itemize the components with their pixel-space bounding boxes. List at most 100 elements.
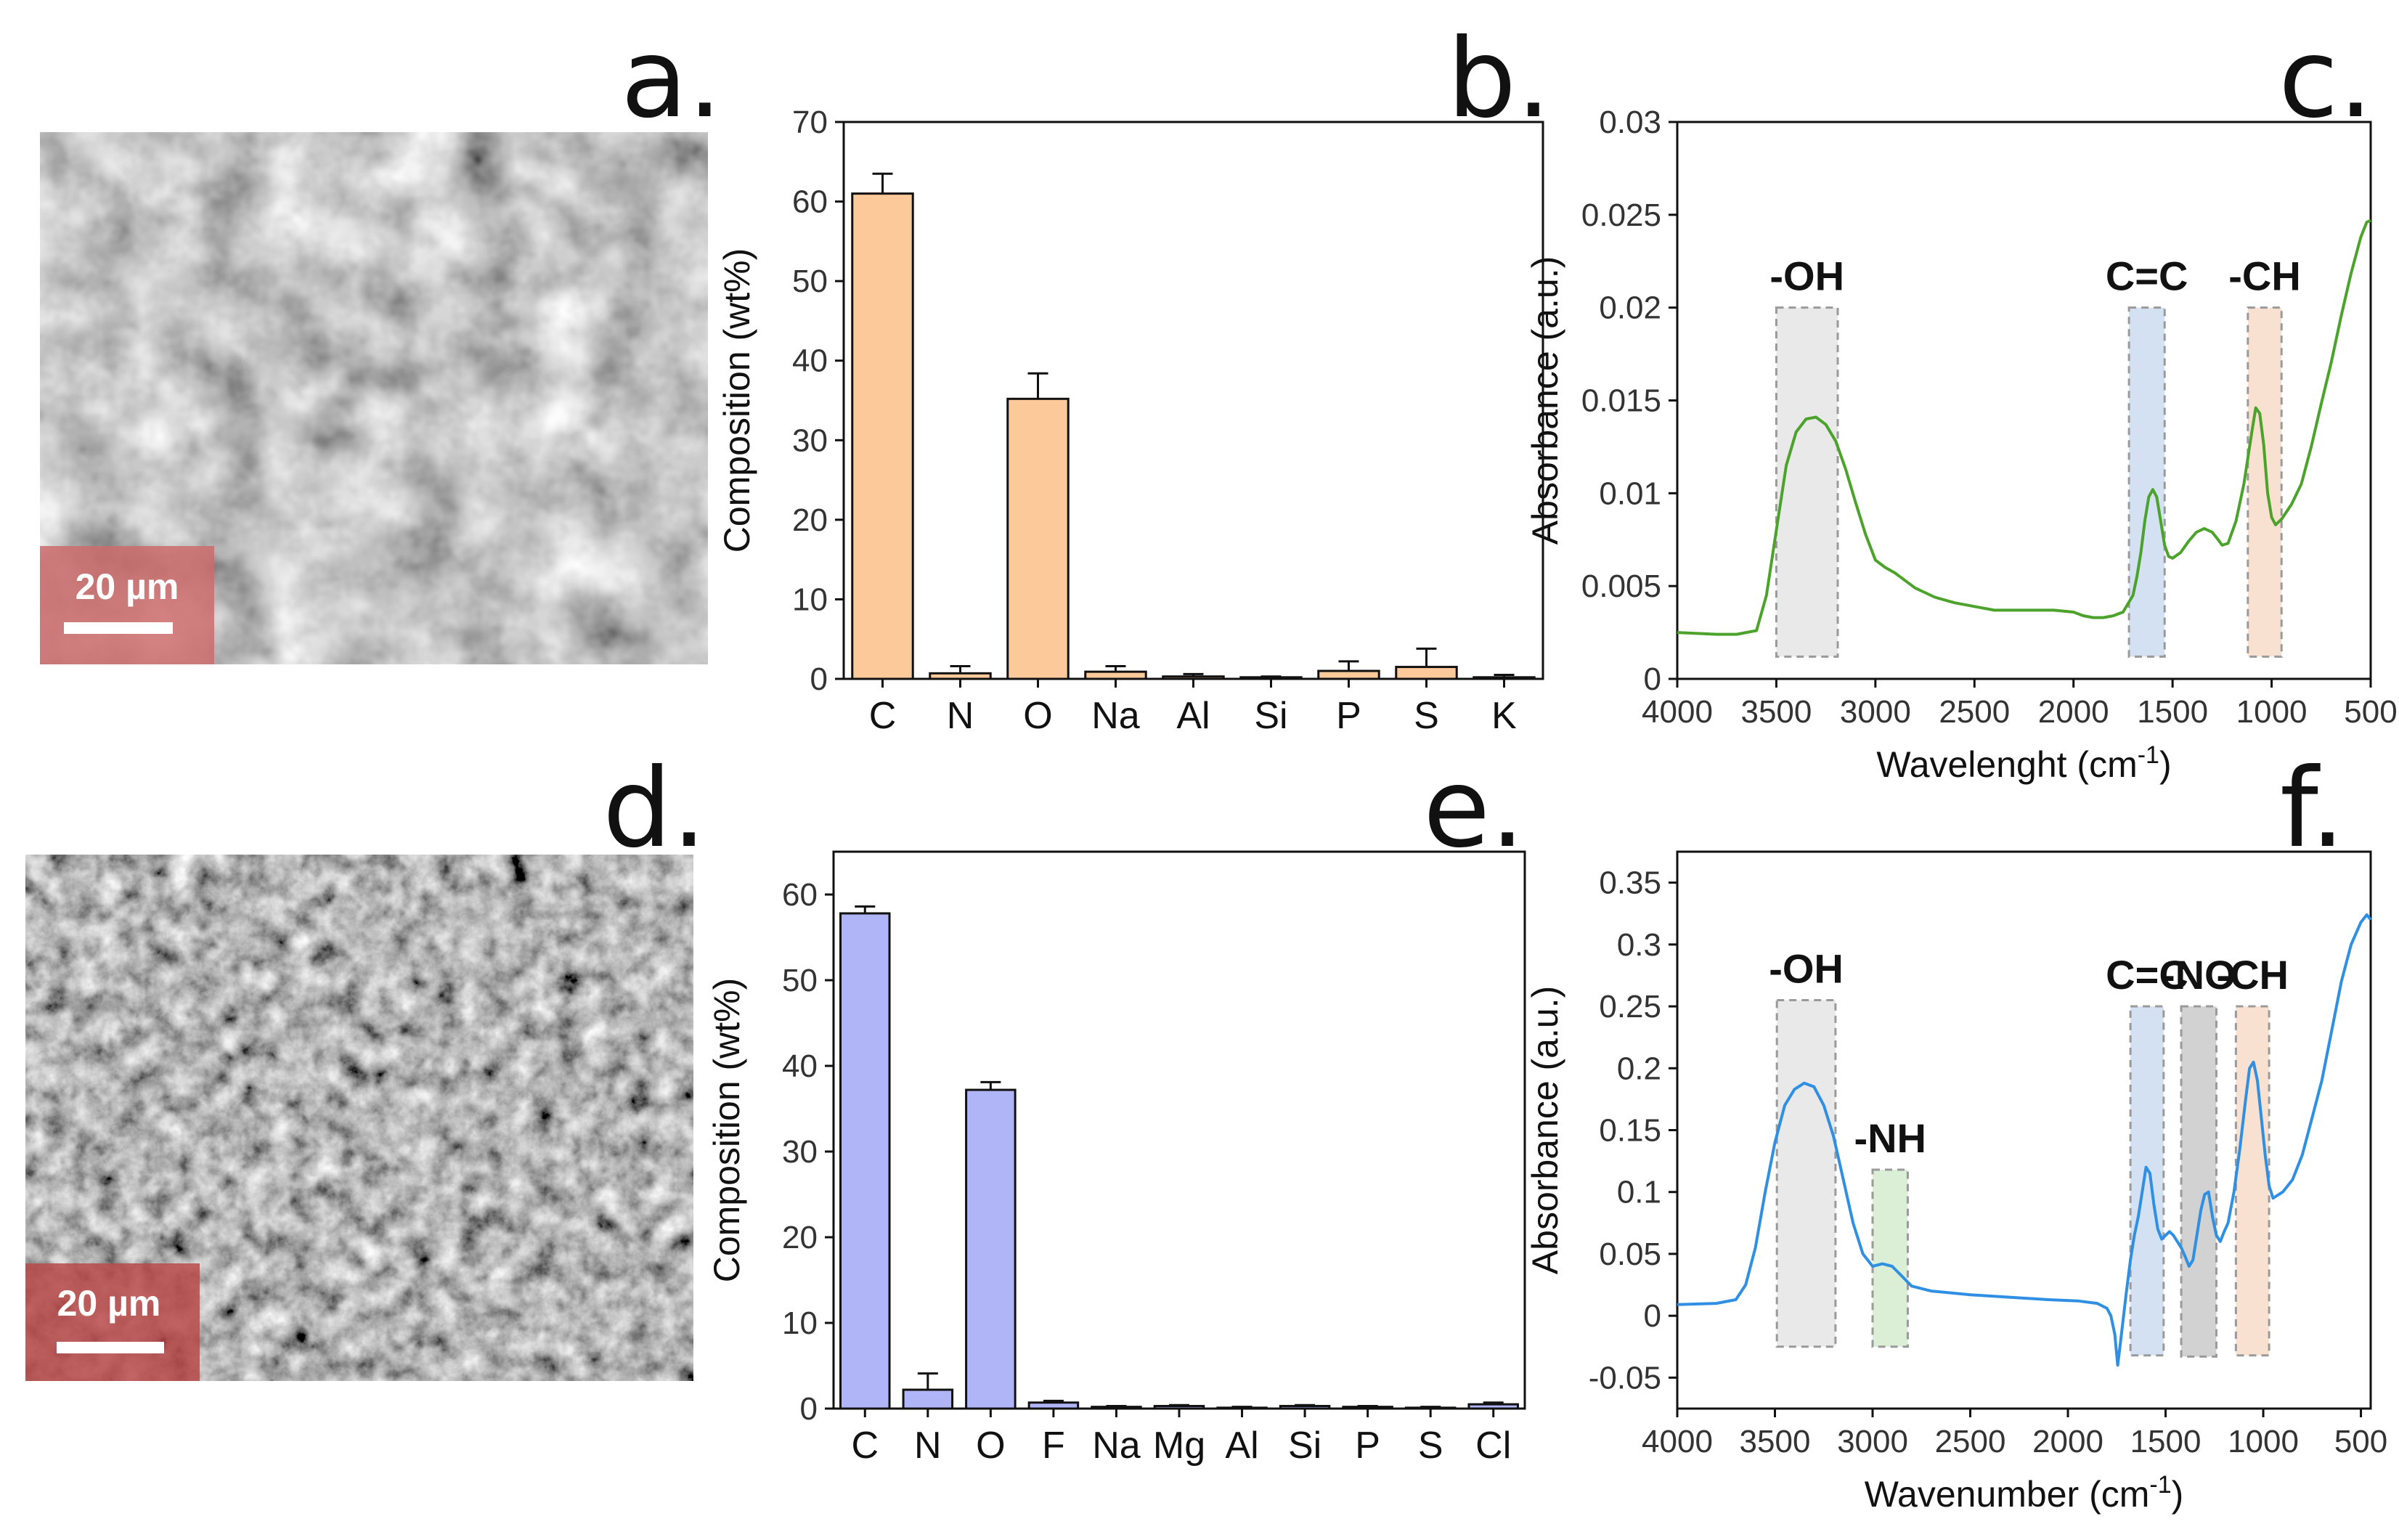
bar [1317, 669, 1380, 680]
band-label: -OH [1769, 946, 1844, 992]
x-tick-label: 4000 [1642, 694, 1713, 730]
panel-label-b: b. [1447, 16, 1551, 142]
spectrum-line [1677, 219, 2371, 636]
bar [1006, 397, 1070, 680]
band-highlight [2234, 1005, 2270, 1357]
y-tick-label: 30 [792, 423, 828, 458]
y-tick-label: 0.3 [1617, 927, 1661, 963]
bar [1084, 670, 1147, 680]
band-label: C=C [2106, 952, 2188, 998]
scale-bar-box-d [25, 1263, 200, 1381]
band-highlight [1775, 999, 1837, 1348]
y-tick-label: 0 [800, 1391, 818, 1427]
chart-f-ftir-spectrum: -OH -NH C=C-NO-CH -0.05 0 0.05 0.1 0.15 0.2 0.25 0… [1525, 850, 2387, 1515]
x-tick-label: Si [1254, 695, 1287, 737]
x-tick-label: P [1355, 1425, 1380, 1467]
y-tick-label: 20 [782, 1220, 818, 1255]
y-tick-label: 0.005 [1581, 569, 1661, 604]
x-axis-label: Wavenumber (cm-1) [1865, 1471, 2184, 1515]
band-label: C=C [2106, 253, 2188, 299]
y-tick-label: 0.2 [1617, 1051, 1661, 1086]
y-tick-label: 0.025 [1581, 197, 1661, 233]
y-tick-label: 0.03 [1599, 105, 1661, 140]
y-axis-label: Composition (wt%) [706, 978, 747, 1283]
scale-bar-label-d: 20 µm [57, 1283, 161, 1324]
y-tick-label: 0.02 [1599, 290, 1661, 326]
bar [1342, 1406, 1393, 1410]
y-tick-label: 0.015 [1581, 383, 1661, 419]
y-tick-label: 30 [782, 1134, 818, 1170]
x-tick-label: 1500 [2130, 1424, 2202, 1459]
x-tick-label: 2000 [2038, 694, 2109, 730]
band-highlight [1775, 306, 1839, 658]
x-axis-label: Wavelenght (cm-1) [1876, 741, 2171, 785]
x-tick-label: 4000 [1642, 1424, 1713, 1459]
y-tick-label: 0.01 [1599, 476, 1661, 511]
y-tick-label: 70 [792, 105, 828, 140]
bar [1153, 1404, 1205, 1410]
scale-bar-a [64, 622, 173, 634]
panel-d-sem: 20 µm [25, 855, 693, 1381]
x-tick-label: Na [1092, 1425, 1141, 1467]
scale-bar-box-a [40, 546, 214, 664]
y-axis-label: Absorbance (a.u.) [1525, 986, 1565, 1274]
x-tick-label: O [1023, 695, 1052, 737]
x-tick-label: 3500 [1740, 694, 1812, 730]
y-tick-label: 0 [1644, 661, 1661, 697]
y-tick-label: -0.05 [1589, 1360, 1661, 1396]
y-tick-label: 40 [782, 1048, 818, 1084]
y-tick-label: 0.05 [1599, 1237, 1661, 1272]
y-tick-label: 0.1 [1617, 1175, 1661, 1210]
x-tick-label: C [869, 695, 897, 737]
x-tick-label: 3000 [1837, 1424, 1908, 1459]
band-highlight [2129, 1005, 2165, 1357]
y-axis-label: Composition (wt%) [717, 248, 757, 553]
panel-a-sem: 20 µm [40, 132, 708, 664]
y-tick-label: 60 [782, 877, 818, 913]
y-tick-label: 0 [1644, 1298, 1661, 1334]
bar [929, 672, 992, 680]
y-tick-label: 40 [792, 343, 828, 379]
panel-label-c: c. [2278, 16, 2373, 142]
x-tick-label: 2500 [1935, 1424, 2006, 1459]
scale-bar-label-a: 20 µm [76, 566, 179, 607]
x-tick-label: S [1414, 695, 1439, 737]
band-label: -OH [1769, 253, 1844, 299]
x-tick-label: 2000 [2032, 1424, 2103, 1459]
x-tick-label: 3000 [1840, 694, 1911, 730]
bar [1279, 1404, 1331, 1410]
y-axis-label: Absorbance (a.u.) [1525, 256, 1565, 545]
bar [1091, 1406, 1142, 1410]
band-label: -CH [2228, 253, 2301, 299]
x-tick-label: S [1418, 1425, 1443, 1467]
bar [1467, 1403, 1519, 1410]
chart-c-ftir-spectrum: -OH C=C -CH 0 0.005 0.01 0.015 0.02 0.025 0.03 400… [1525, 105, 2398, 785]
band-highlight [2247, 306, 2283, 658]
band-label: -NO [2162, 952, 2236, 998]
band-highlight [2180, 1005, 2217, 1358]
x-tick-label: Al [1176, 695, 1210, 737]
x-tick-label: Mg [1153, 1425, 1205, 1467]
x-tick-label: C [851, 1425, 879, 1467]
x-tick-label: N [914, 1425, 942, 1467]
x-tick-label: O [976, 1425, 1005, 1467]
x-tick-label: 500 [2334, 1424, 2387, 1459]
bar [1395, 666, 1458, 680]
x-tick-label: 2500 [1939, 694, 2010, 730]
y-tick-label: 50 [792, 264, 828, 299]
chart-b-eds-composition: 0 10 20 30 40 50 60 70 C N O Na Al Si P S K Composition (… [717, 105, 1544, 737]
band-highlight [2127, 306, 2166, 658]
y-tick-label: 20 [792, 502, 828, 538]
y-tick-label: 10 [782, 1305, 818, 1341]
bar [965, 1088, 1017, 1410]
x-tick-label: 1500 [2137, 694, 2208, 730]
bar [839, 912, 891, 1410]
y-tick-label: 0 [810, 661, 828, 697]
panel-label-f: f. [2280, 746, 2345, 872]
bar [851, 192, 914, 680]
y-tick-label: 60 [792, 184, 828, 220]
band-label: -NH [1854, 1115, 1926, 1161]
x-tick-label: 1000 [2228, 1424, 2299, 1459]
plot-frame [842, 121, 1544, 680]
